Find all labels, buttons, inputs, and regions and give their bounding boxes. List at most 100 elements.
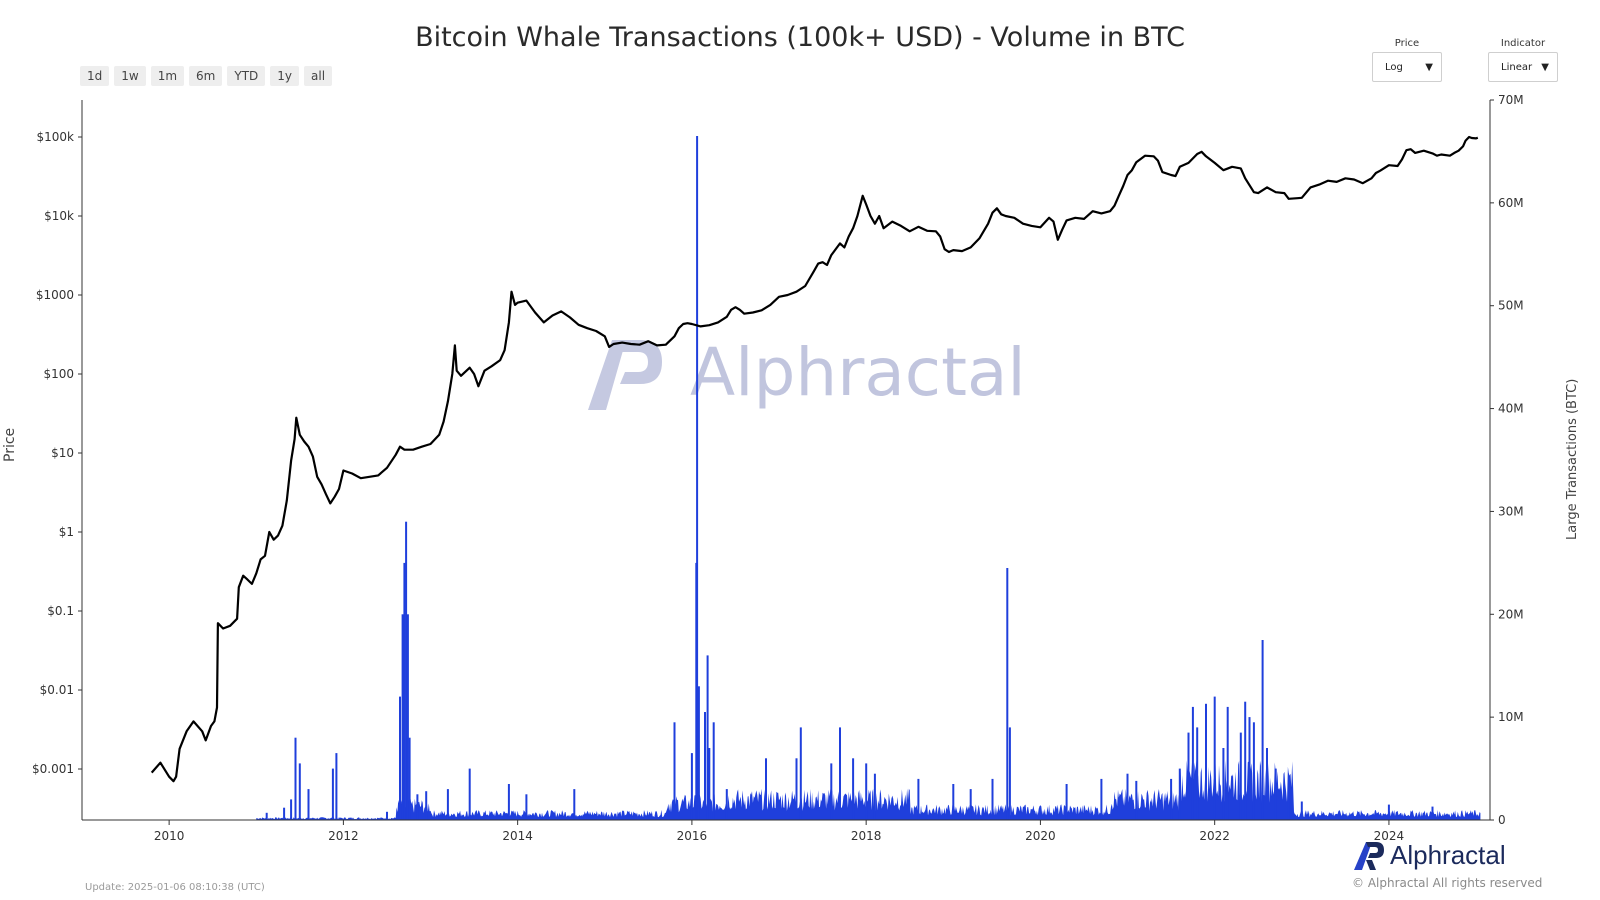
volume-base-area bbox=[256, 760, 1481, 820]
range-button-1m[interactable]: 1m bbox=[150, 66, 185, 86]
volume-bar bbox=[406, 614, 409, 820]
chevron-down-icon: ▼ bbox=[1425, 61, 1433, 73]
range-selector: 1d 1w 1m 6m YTD 1y all bbox=[80, 66, 333, 86]
volume-bar bbox=[1065, 784, 1068, 820]
volume-bar bbox=[1008, 727, 1011, 820]
y-right-tick-label: 50M bbox=[1498, 299, 1524, 313]
volume-bar bbox=[405, 521, 408, 820]
volume-bar bbox=[573, 789, 576, 820]
alphractal-logo-icon bbox=[1354, 842, 1384, 870]
volume-bar bbox=[1126, 773, 1129, 820]
price-scale-control: Price Log ▼ bbox=[1372, 38, 1442, 82]
volume-bar bbox=[917, 778, 920, 820]
x-tick-label: 2022 bbox=[1199, 829, 1230, 843]
watermark-text: Alphractal bbox=[690, 334, 1026, 411]
volume-bar bbox=[408, 737, 411, 820]
volume-bar bbox=[1244, 701, 1247, 820]
x-tick-label: 2024 bbox=[1374, 829, 1405, 843]
volume-bar bbox=[952, 784, 955, 820]
volume-bar bbox=[706, 655, 709, 820]
volume-bar bbox=[525, 794, 528, 820]
volume-bar bbox=[830, 763, 833, 820]
volume-bar bbox=[446, 789, 449, 820]
volume-bar bbox=[425, 791, 428, 820]
volume-bar bbox=[765, 758, 767, 820]
brand-name: Alphractal bbox=[1390, 839, 1506, 870]
volume-bar bbox=[403, 562, 406, 820]
volume-bar bbox=[991, 778, 994, 820]
y-axis-left-label: Price bbox=[2, 427, 18, 462]
volume-bar bbox=[839, 727, 841, 820]
chevron-down-icon: ▼ bbox=[1541, 61, 1549, 73]
watermark: Alphractal bbox=[588, 334, 1026, 411]
axes: $0.001 $0.01 $0.1 $1 $10 $100 $1000 $10k $100k 0 1… bbox=[32, 93, 1524, 843]
volume-bar bbox=[294, 737, 297, 820]
volume-bar bbox=[1135, 780, 1138, 820]
indicator-scale-control: Indicator Linear ▼ bbox=[1488, 38, 1558, 82]
volume-bar bbox=[1196, 727, 1199, 820]
volume-bar bbox=[1252, 722, 1255, 820]
volume-bar bbox=[331, 768, 334, 820]
volume-bar bbox=[283, 807, 286, 820]
volume-bar bbox=[865, 763, 868, 820]
volume-bar bbox=[1226, 706, 1229, 820]
volume-bar bbox=[1431, 806, 1434, 820]
volume-bar bbox=[298, 763, 301, 820]
volume-bar bbox=[1178, 768, 1181, 820]
range-button-ytd[interactable]: YTD bbox=[227, 66, 266, 86]
volume-bar bbox=[852, 758, 855, 820]
volume-bar bbox=[1266, 748, 1268, 820]
volume-bar bbox=[1187, 732, 1190, 820]
y-left-tick-label: $10k bbox=[44, 209, 74, 223]
range-button-6m[interactable]: 6m bbox=[189, 66, 223, 86]
range-button-1d[interactable]: 1d bbox=[80, 66, 110, 86]
volume-bar bbox=[1387, 804, 1390, 820]
y-right-tick-label: 60M bbox=[1498, 196, 1524, 210]
volume-bar bbox=[1170, 778, 1173, 820]
y-left-tick-label: $100 bbox=[43, 367, 74, 381]
volume-bar bbox=[1300, 801, 1303, 820]
volume-bar bbox=[1239, 732, 1242, 820]
y-left-tick-label: $1000 bbox=[36, 288, 74, 302]
volume-bar bbox=[1100, 778, 1103, 820]
x-tick-label: 2020 bbox=[1025, 829, 1056, 843]
brand: Alphractal bbox=[1352, 838, 1506, 872]
y-right-tick-label: 20M bbox=[1498, 607, 1524, 621]
price-series bbox=[150, 135, 1479, 783]
y-axis-right-label: Large Transactions (BTC) bbox=[1565, 378, 1580, 540]
x-tick-label: 2014 bbox=[502, 829, 533, 843]
y-left-tick-label: $0.001 bbox=[32, 762, 74, 776]
volume-bar bbox=[307, 789, 310, 820]
y-left-tick-label: $10 bbox=[51, 446, 74, 460]
volume-bar bbox=[799, 727, 802, 820]
volume-bar bbox=[969, 789, 972, 820]
y-right-tick-label: 10M bbox=[1498, 710, 1524, 724]
x-tick-label: 2016 bbox=[677, 829, 708, 843]
volume-series bbox=[256, 136, 1481, 820]
volume-bar bbox=[795, 758, 798, 820]
watermark-logo-icon bbox=[588, 340, 662, 410]
copyright: © Alphractal All rights reserved bbox=[1352, 876, 1543, 890]
volume-bar bbox=[1205, 703, 1207, 820]
range-button-1w[interactable]: 1w bbox=[114, 66, 146, 86]
volume-bar bbox=[1248, 717, 1251, 820]
range-button-all[interactable]: all bbox=[304, 66, 333, 86]
volume-bar bbox=[704, 712, 706, 820]
indicator-scale-value: Linear bbox=[1501, 61, 1533, 73]
volume-bar bbox=[290, 799, 293, 820]
range-button-1y[interactable]: 1y bbox=[270, 66, 300, 86]
volume-bar bbox=[507, 784, 510, 820]
volume-bar bbox=[690, 753, 693, 820]
price-scale-label: Price bbox=[1394, 38, 1420, 49]
y-right-tick-label: 0 bbox=[1498, 813, 1506, 827]
indicator-scale-select[interactable]: Linear ▼ bbox=[1488, 52, 1558, 82]
chart-title: Bitcoin Whale Transactions (100k+ USD) -… bbox=[415, 22, 1185, 53]
volume-bar bbox=[673, 722, 676, 820]
y-left-tick-label: $0.01 bbox=[40, 683, 74, 697]
volume-bar bbox=[712, 722, 715, 820]
volume-bar bbox=[1006, 568, 1009, 820]
volume-bar bbox=[1287, 784, 1290, 820]
price-scale-select[interactable]: Log ▼ bbox=[1372, 52, 1442, 82]
y-left-tick-label: $0.1 bbox=[47, 604, 74, 618]
